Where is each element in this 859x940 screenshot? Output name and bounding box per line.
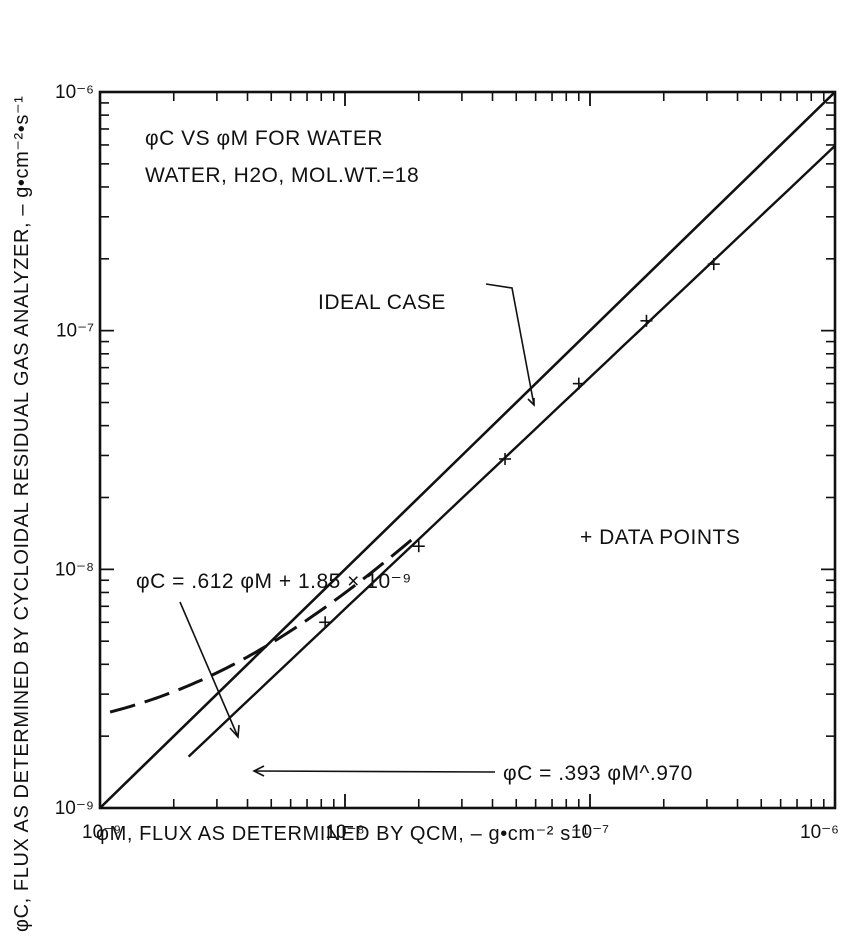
linear-fit-dashed-curve	[109, 537, 415, 714]
annotation-power-fit: φC = .393 φM^.970	[503, 762, 693, 785]
y-axis-label: φC, FLUX AS DETERMINED BY CYCLOIDAL RESI…	[11, 96, 33, 932]
annotation-ideal-case: IDEAL CASE	[318, 291, 446, 314]
x-axis-label: φM, FLUX AS DETERMINED BY QCM, – g•cm⁻² …	[96, 823, 589, 845]
data-points	[319, 258, 720, 629]
data-point	[640, 314, 653, 327]
power-fit-line	[187, 144, 836, 758]
x-tick-label: 10⁻⁶	[800, 822, 839, 843]
data-point	[412, 540, 425, 553]
ideal-case-arrowhead	[527, 398, 535, 407]
ideal-case-line	[99, 91, 836, 809]
ideal-case-pointer	[485, 283, 535, 406]
x-tick-label: 10⁻⁹	[82, 822, 121, 843]
y-tick-label: 10⁻⁶	[55, 82, 94, 103]
curves	[99, 91, 836, 809]
plot-frame	[98, 90, 837, 810]
power-fit-arrowhead	[252, 765, 265, 777]
y-tick-label: 10⁻⁹	[55, 798, 94, 819]
x-tick-label: 10⁻⁷	[571, 822, 609, 843]
y-tick-label: 10⁻⁷	[56, 321, 94, 342]
tick-marks	[99, 91, 836, 809]
annotation-title-line1: φC VS φM FOR WATER	[145, 127, 383, 150]
annotation-data-points: + DATA POINTS	[580, 526, 740, 549]
annotation-linear-fit: φC = .612 φM + 1.85 × 10⁻⁹	[136, 570, 412, 593]
linear-fit-pointer	[179, 601, 239, 738]
y-tick-label: 10⁻⁸	[55, 559, 94, 580]
data-point	[499, 452, 512, 465]
x-tick-label: 10⁻⁸	[325, 822, 364, 843]
annotation-title-line2: WATER, H2O, MOL.WT.=18	[145, 164, 419, 187]
tick-labels: 10⁻⁹ 10⁻⁸ 10⁻⁷ 10⁻⁶ 10⁻⁹ 10⁻⁸ 10⁻⁷ 10⁻⁶	[55, 82, 839, 843]
linear-fit-arrowhead	[229, 724, 240, 739]
data-point	[707, 258, 720, 271]
data-point	[319, 616, 332, 629]
power-fit-pointer	[253, 770, 496, 773]
plot-area	[98, 90, 837, 810]
data-point	[572, 377, 585, 390]
